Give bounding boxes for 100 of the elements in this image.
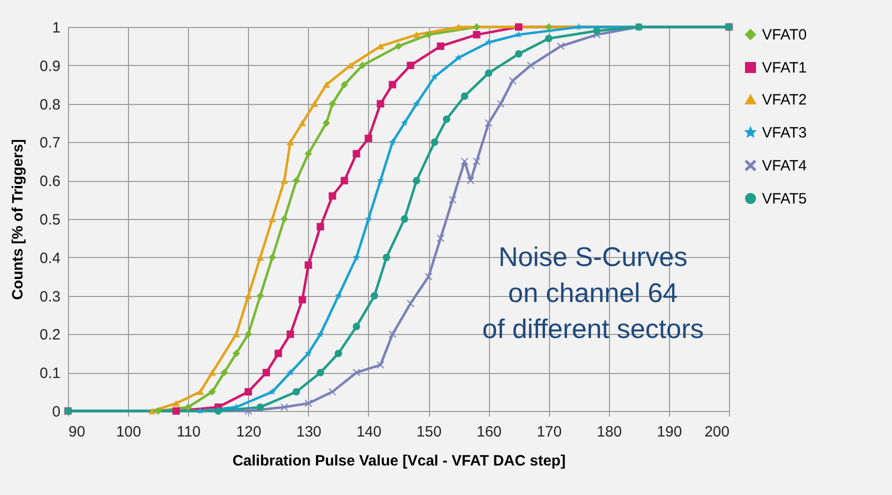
point: [322, 81, 330, 88]
point: [322, 119, 330, 127]
point: [244, 330, 252, 338]
y-tick-label: 0.3: [40, 288, 60, 306]
point: [244, 292, 252, 300]
point: [454, 24, 462, 30]
x-tick-label: 110: [176, 424, 201, 440]
x-tick-label: 150: [416, 424, 442, 440]
point: [370, 292, 378, 300]
point: [431, 73, 438, 80]
point: [334, 350, 342, 358]
point: [196, 388, 204, 396]
point: [448, 196, 456, 204]
x-tick-label: 130: [296, 424, 322, 440]
point: [262, 368, 270, 376]
point: [436, 234, 444, 242]
point: [514, 23, 522, 31]
point: [310, 100, 318, 108]
x-tick-label: 200: [704, 424, 730, 440]
point: [268, 254, 276, 262]
point: [328, 100, 336, 108]
x-tick-label: 170: [536, 424, 562, 440]
point: [232, 350, 240, 358]
point: [316, 222, 324, 230]
point: [208, 388, 216, 396]
point: [496, 100, 504, 108]
point: [286, 138, 294, 146]
point: [424, 272, 432, 280]
point: [424, 30, 432, 38]
point: [280, 215, 288, 223]
y-tick-label: 1: [52, 20, 60, 36]
point: [352, 254, 360, 260]
point: [412, 176, 420, 184]
point: [184, 403, 192, 411]
x-tick-label: 140: [356, 424, 382, 440]
point: [196, 407, 204, 414]
point: [268, 388, 276, 395]
point: [214, 407, 222, 415]
point: [376, 361, 384, 369]
point: [292, 388, 300, 396]
point: [388, 138, 396, 146]
point: [394, 42, 402, 50]
legend-label: VFAT2: [762, 92, 807, 108]
point: [328, 388, 336, 396]
legend-label: VFAT1: [762, 60, 807, 76]
x-tick-label: 120: [236, 424, 262, 440]
point: [593, 27, 601, 35]
point: [304, 150, 312, 158]
point: [382, 254, 390, 262]
point: [244, 388, 252, 396]
point: [400, 119, 408, 126]
y-tick-label: 0.4: [40, 250, 60, 267]
point: [430, 138, 438, 146]
y-tick-label: 0.5: [40, 212, 60, 228]
point: [148, 408, 156, 414]
annotation: Noise S-Curves on channel 64 of different sectors: [482, 242, 704, 344]
point: [154, 407, 162, 415]
point: [286, 330, 294, 338]
y-tick-label: 0.6: [40, 173, 60, 190]
x-tick-label: 160: [476, 424, 502, 440]
point: [472, 23, 480, 31]
legend-label: VFAT3: [762, 124, 807, 142]
point: [352, 322, 360, 330]
point: [172, 407, 180, 415]
x-tick-label: 190: [656, 424, 682, 440]
point: [466, 176, 474, 184]
point: [364, 134, 372, 142]
point: [406, 62, 414, 70]
point: [413, 100, 420, 107]
point: [328, 192, 336, 200]
point: [460, 158, 468, 166]
point: [484, 119, 492, 127]
point: [280, 403, 288, 411]
y-tick-label: 0.2: [40, 326, 60, 344]
point: [557, 42, 564, 50]
point: [304, 261, 312, 269]
point: [472, 158, 480, 166]
point: [286, 368, 294, 376]
point: [442, 115, 450, 123]
point: [376, 42, 384, 50]
point: [304, 400, 312, 408]
point: [526, 62, 534, 70]
y-tick-label: 0.7: [40, 134, 60, 152]
point: [256, 292, 264, 300]
y-tick-label: 0: [52, 404, 60, 420]
point: [274, 350, 282, 358]
point: [358, 62, 366, 70]
x-axis-title: Calibration Pulse Value [Vcal - VFAT DAC step]: [232, 452, 566, 470]
point: [352, 368, 360, 376]
point: [256, 254, 264, 261]
point: [508, 77, 516, 84]
point: [316, 368, 324, 376]
y-tick-label: 0.1: [40, 365, 60, 382]
point: [436, 42, 444, 50]
point: [515, 30, 522, 38]
point: [545, 34, 552, 42]
point: [400, 215, 408, 223]
point: [388, 330, 396, 338]
x-tick-label: 90: [68, 424, 86, 440]
point: [352, 150, 360, 158]
